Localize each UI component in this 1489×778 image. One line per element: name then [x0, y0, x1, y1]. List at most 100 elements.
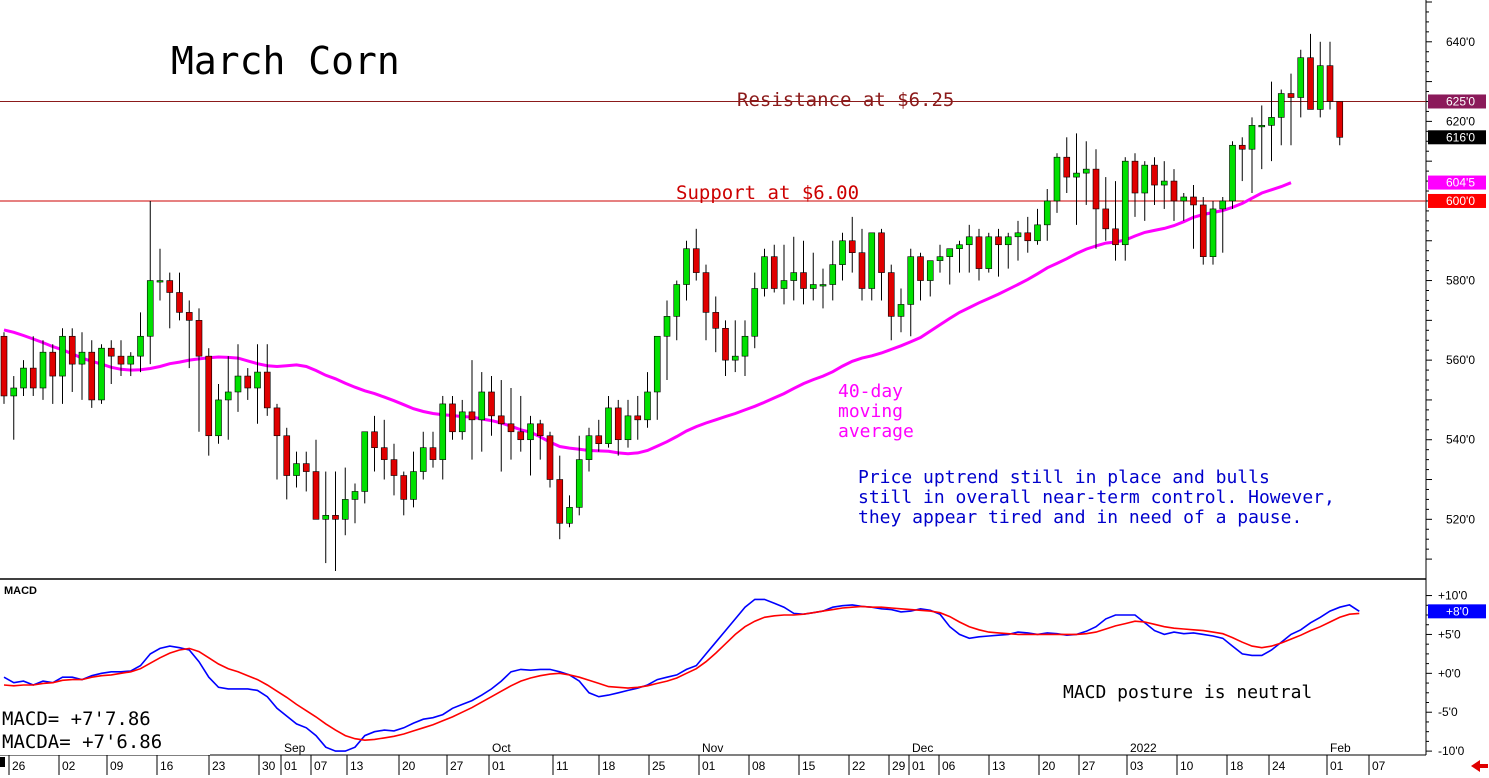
candle — [263, 344, 271, 416]
candle — [702, 264, 710, 341]
price-tick-label: 520'0 — [1446, 512, 1475, 526]
candle — [722, 320, 729, 377]
candle — [770, 244, 778, 293]
price-tick-label: 620'0 — [1446, 114, 1475, 128]
candle — [1277, 89, 1285, 146]
macd-tag — [1428, 604, 1486, 619]
candle — [644, 372, 651, 428]
candle — [1326, 41, 1334, 110]
date-tick-label: 11 — [556, 759, 569, 773]
price-tick-label: 560'0 — [1446, 353, 1475, 367]
candle-body — [263, 371, 271, 409]
date-tick-label: 13 — [992, 759, 1006, 773]
candle-body — [917, 256, 924, 281]
candle — [59, 328, 66, 404]
candle-body — [273, 407, 281, 437]
candle-body — [1248, 125, 1256, 150]
date-tick-label: 02 — [62, 759, 76, 773]
candle — [692, 228, 700, 281]
candle-body — [517, 431, 525, 441]
month-label: Dec — [912, 741, 933, 755]
candle-body — [107, 347, 115, 357]
candle-body — [215, 399, 222, 437]
candle-body — [839, 240, 846, 265]
candle — [1199, 196, 1207, 265]
candle-body — [29, 367, 37, 389]
candle-body — [741, 335, 749, 357]
date-tick-label: 01 — [284, 759, 298, 773]
candle-body — [1121, 160, 1129, 246]
candle — [400, 471, 408, 516]
date-tick-label: 20 — [1042, 759, 1056, 773]
candle — [897, 288, 905, 333]
date-tick-label: 09 — [110, 759, 124, 773]
price-tick-label: 640'0 — [1446, 35, 1475, 49]
candle-body — [1336, 101, 1344, 138]
candle-body — [644, 391, 651, 421]
candle-body — [692, 248, 700, 273]
scroll-left-arrow-icon[interactable] — [1471, 760, 1488, 772]
candle — [1043, 189, 1051, 241]
candle — [1034, 208, 1041, 245]
candle-body — [312, 471, 320, 520]
candle — [965, 224, 973, 273]
candle-body — [819, 284, 827, 287]
candle-body — [566, 507, 573, 524]
candle — [1073, 133, 1080, 225]
candle — [361, 431, 369, 504]
price-tag — [1428, 130, 1486, 145]
candle — [185, 300, 193, 369]
candle — [497, 380, 505, 472]
candle-body — [10, 387, 18, 397]
candle — [1190, 185, 1197, 249]
candle — [1268, 81, 1275, 162]
candle — [624, 399, 632, 448]
candle-body — [751, 288, 759, 337]
candle — [673, 280, 681, 341]
candle — [1102, 177, 1110, 241]
candle — [741, 320, 749, 377]
candle-body — [0, 335, 8, 397]
candle-body — [702, 272, 710, 313]
candle — [517, 395, 525, 452]
candle-body — [722, 328, 729, 361]
candle — [1121, 157, 1129, 261]
candle-body — [244, 375, 252, 389]
candle-body — [1131, 160, 1139, 194]
resistance-label: Resistance at $6.25 — [737, 89, 954, 111]
candle-body — [770, 256, 778, 289]
candle-body — [985, 236, 993, 269]
candle — [88, 340, 96, 408]
candle — [1336, 101, 1344, 146]
candle — [751, 272, 759, 349]
candle — [1229, 141, 1236, 209]
date-tick-label: 27 — [1082, 759, 1096, 773]
month-label: 2022 — [1130, 741, 1157, 755]
macd-tick-label: -5'0 — [1438, 705, 1458, 719]
candle — [800, 240, 807, 305]
candle — [1024, 216, 1032, 253]
candle-body — [1024, 232, 1032, 242]
date-tick-label: 07 — [314, 759, 328, 773]
price-tag-label: 600'0 — [1446, 194, 1475, 208]
candle — [478, 372, 486, 452]
candle-body — [1268, 117, 1275, 126]
candle-body — [507, 423, 515, 433]
candle — [1307, 33, 1314, 110]
date-tick-label: 06 — [942, 759, 956, 773]
candle-body — [449, 403, 456, 433]
candle-body — [605, 407, 612, 445]
candle — [858, 228, 866, 301]
candle-body — [653, 335, 661, 393]
candle-body — [1160, 180, 1168, 186]
price-tag — [1428, 193, 1486, 208]
candle-body — [536, 423, 544, 437]
candle-body — [1073, 172, 1080, 178]
candle — [127, 352, 135, 377]
candle-body — [1014, 232, 1022, 238]
scroll-marker-icon[interactable] — [0, 757, 5, 767]
candle-body — [800, 272, 807, 289]
date-tick-label: 30 — [262, 759, 276, 773]
candle — [49, 344, 57, 404]
